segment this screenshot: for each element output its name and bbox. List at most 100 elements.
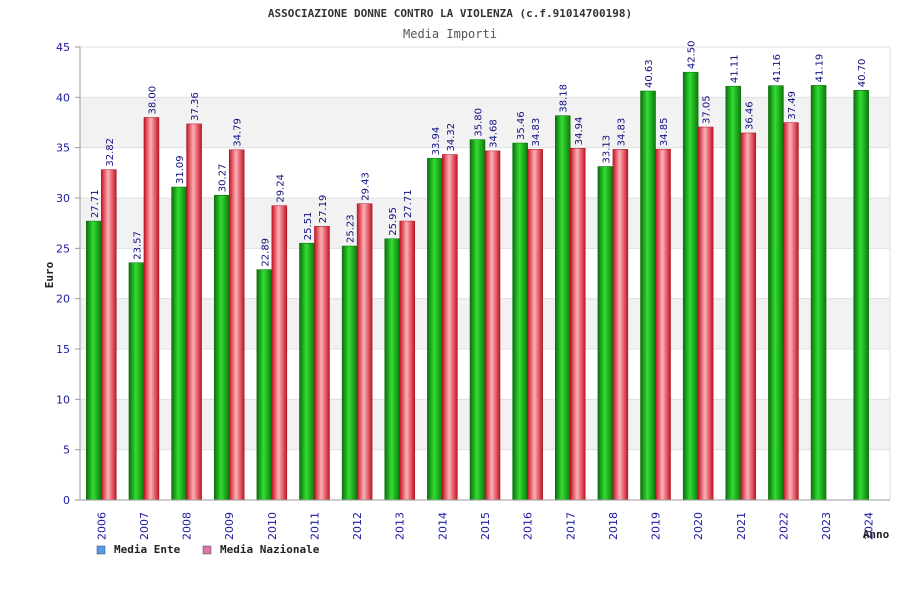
legend: Media Ente Media Nazionale bbox=[96, 543, 320, 556]
bar-media-nazionale-2012 bbox=[356, 203, 373, 501]
data-label: 32.82 bbox=[105, 138, 116, 167]
data-label: 40.70 bbox=[857, 59, 868, 88]
bar-media-ente-2007 bbox=[128, 262, 145, 501]
x-tick-label: 2008 bbox=[181, 512, 194, 540]
bar-media-ente-2024 bbox=[853, 90, 869, 501]
data-label: 42.50 bbox=[687, 41, 698, 70]
bar-media-nazionale-2010 bbox=[271, 205, 288, 501]
data-label: 29.24 bbox=[275, 174, 286, 203]
data-label: 27.71 bbox=[403, 189, 414, 218]
x-tick-label: 2022 bbox=[777, 512, 790, 540]
data-label: 34.85 bbox=[659, 118, 670, 147]
y-axis-label: Euro bbox=[43, 261, 56, 288]
x-tick-label: 2020 bbox=[692, 512, 705, 540]
bar-media-nazionale-2018 bbox=[612, 149, 629, 501]
x-tick-label: 2010 bbox=[266, 512, 279, 540]
data-label: 33.13 bbox=[601, 135, 612, 164]
data-label: 40.63 bbox=[644, 59, 655, 88]
data-label: 34.83 bbox=[531, 118, 542, 147]
chart-subtitle: Media Importi bbox=[403, 27, 497, 41]
y-tick-label: 35 bbox=[56, 142, 70, 155]
bar-media-ente-2010 bbox=[256, 269, 273, 501]
bar-media-ente-2006 bbox=[86, 220, 102, 501]
x-tick-label: 2012 bbox=[351, 512, 364, 540]
x-tick-label: 2009 bbox=[223, 512, 236, 540]
bar-media-ente-2015 bbox=[469, 139, 486, 501]
data-label: 34.68 bbox=[489, 119, 500, 148]
data-label: 29.43 bbox=[361, 172, 372, 201]
bar-media-ente-2014 bbox=[427, 158, 443, 501]
data-label: 38.18 bbox=[559, 84, 570, 113]
bar-media-ente-2019 bbox=[640, 90, 656, 501]
bar-media-ente-2013 bbox=[384, 238, 400, 501]
y-tick-label: 15 bbox=[56, 343, 70, 356]
x-tick-label: 2013 bbox=[394, 512, 407, 540]
bar-media-nazionale-2017 bbox=[570, 148, 586, 501]
data-label: 34.94 bbox=[574, 117, 585, 146]
data-label: 34.83 bbox=[616, 118, 627, 147]
data-label: 38.00 bbox=[147, 86, 158, 115]
x-tick-label: 2018 bbox=[607, 512, 620, 540]
data-label: 37.05 bbox=[702, 95, 713, 124]
bar-media-ente-2017 bbox=[555, 115, 571, 501]
legend-label: Media Ente bbox=[114, 543, 181, 556]
data-label: 23.57 bbox=[132, 231, 143, 260]
data-label: 25.95 bbox=[388, 207, 399, 236]
data-label: 35.46 bbox=[516, 111, 527, 140]
bar-media-nazionale-2009 bbox=[228, 149, 245, 501]
data-label: 34.32 bbox=[446, 123, 457, 152]
data-label: 25.51 bbox=[303, 212, 314, 241]
bar-media-nazionale-2011 bbox=[314, 226, 330, 501]
legend-swatch bbox=[96, 545, 106, 555]
y-tick-label: 0 bbox=[63, 494, 70, 507]
grid-band bbox=[80, 47, 890, 98]
bar-media-nazionale-2021 bbox=[740, 132, 757, 501]
x-tick-label: 2016 bbox=[522, 512, 535, 540]
x-tick-label: 2017 bbox=[564, 512, 577, 540]
data-label: 35.80 bbox=[474, 108, 485, 137]
bar-media-nazionale-2019 bbox=[655, 148, 671, 501]
y-tick-label: 20 bbox=[56, 293, 70, 306]
bar-media-nazionale-2022 bbox=[783, 122, 799, 501]
y-tick-label: 10 bbox=[56, 393, 70, 406]
data-label: 41.11 bbox=[729, 55, 740, 84]
y-tick-label: 45 bbox=[56, 41, 70, 54]
data-label: 25.23 bbox=[346, 214, 357, 243]
data-label: 41.16 bbox=[772, 54, 783, 83]
bar-media-nazionale-2008 bbox=[186, 123, 202, 501]
legend-label: Media Nazionale bbox=[220, 543, 320, 556]
x-tick-label: 2011 bbox=[308, 512, 321, 540]
y-tick-label: 5 bbox=[63, 444, 70, 457]
bar-media-nazionale-2015 bbox=[484, 150, 501, 501]
x-tick-label: 2019 bbox=[650, 512, 663, 540]
bar-media-nazionale-2013 bbox=[399, 220, 415, 501]
bar-media-nazionale-2006 bbox=[101, 169, 117, 501]
bar-media-nazionale-2014 bbox=[442, 154, 458, 501]
data-label: 34.79 bbox=[233, 118, 244, 147]
bar-media-ente-2020 bbox=[682, 71, 699, 501]
data-labels: 27.71 32.82 23.57 38.00 31.09 37.36 30.27 34.79… bbox=[90, 41, 868, 267]
bar-media-ente-2023 bbox=[810, 85, 827, 501]
bar-media-ente-2016 bbox=[512, 142, 528, 501]
bar-media-ente-2018 bbox=[597, 166, 614, 501]
chart-title: ASSOCIAZIONE DONNE CONTRO LA VIOLENZA (c… bbox=[268, 7, 632, 20]
x-axis-label: Anno bbox=[863, 528, 890, 541]
x-tick-label: 2024 bbox=[863, 512, 876, 540]
bar-media-nazionale-2020 bbox=[697, 126, 714, 501]
data-label: 33.94 bbox=[431, 127, 442, 156]
bars bbox=[86, 71, 869, 501]
bar-media-nazionale-2016 bbox=[527, 149, 543, 501]
data-label: 22.89 bbox=[260, 238, 271, 267]
bar-media-ente-2022 bbox=[768, 85, 784, 501]
data-label: 27.71 bbox=[90, 189, 101, 218]
y-tick-label: 25 bbox=[56, 242, 70, 255]
axes: 0 5 10 15 20 25 30 35 40 45 2006 2007 2008 2009 2010 20… bbox=[56, 41, 891, 540]
x-tick-label: 2007 bbox=[138, 512, 151, 540]
bar-media-ente-2011 bbox=[299, 242, 315, 501]
data-label: 37.36 bbox=[190, 92, 201, 121]
data-label: 36.46 bbox=[744, 101, 755, 130]
bar-media-ente-2008 bbox=[171, 186, 187, 501]
x-tick-label: 2015 bbox=[479, 512, 492, 540]
bar-media-ente-2009 bbox=[213, 195, 230, 501]
